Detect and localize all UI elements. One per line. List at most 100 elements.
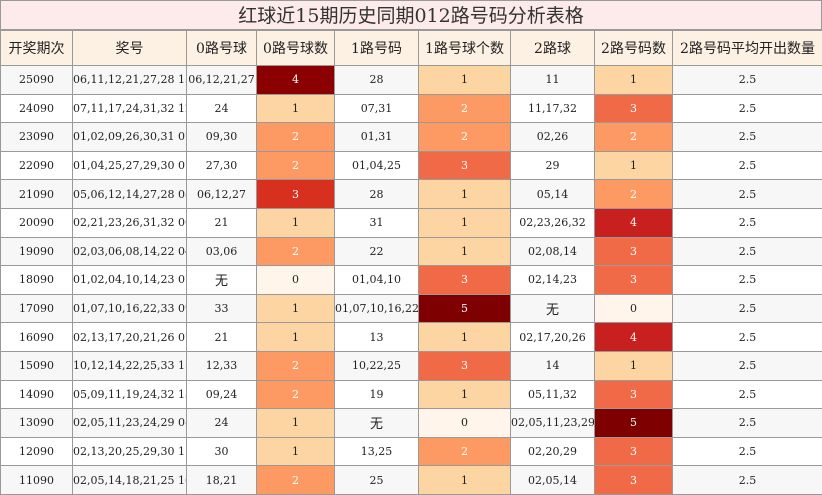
route0-balls-cell: 24 xyxy=(187,94,257,123)
route1-count-cell: 3 xyxy=(419,266,511,295)
route2-count-cell: 3 xyxy=(595,94,673,123)
route1-balls-cell: 22 xyxy=(335,237,419,266)
period-cell: 23090 xyxy=(1,123,73,152)
route0-balls-cell: 18,21 xyxy=(187,466,257,495)
route2-average-cell: 2.5 xyxy=(673,266,822,295)
route1-balls-cell: 10,22,25 xyxy=(335,351,419,380)
route1-count-cell: 1 xyxy=(419,208,511,237)
route2-average-cell: 2.5 xyxy=(673,208,822,237)
route2-average-cell: 2.5 xyxy=(673,180,822,209)
numbers-cell: 02,05,11,23,24,29 08 xyxy=(73,409,187,438)
period-cell: 16090 xyxy=(1,323,73,352)
route2-average-cell: 2.5 xyxy=(673,294,822,323)
route1-count-cell: 3 xyxy=(419,151,511,180)
route0-count-cell: 2 xyxy=(257,151,335,180)
header-route2-average: 2路号码平均开出数量 xyxy=(673,31,822,66)
period-cell: 19090 xyxy=(1,237,73,266)
route2-count-cell: 1 xyxy=(595,66,673,95)
route0-count-cell: 3 xyxy=(257,180,335,209)
route0-balls-cell: 21 xyxy=(187,323,257,352)
route0-count-cell: 1 xyxy=(257,323,335,352)
route1-count-cell: 2 xyxy=(419,94,511,123)
route0-balls-cell: 09,24 xyxy=(187,380,257,409)
route0-balls-cell: 无 xyxy=(187,266,257,295)
route0-count-cell: 1 xyxy=(257,294,335,323)
route2-count-cell: 2 xyxy=(595,180,673,209)
period-cell: 25090 xyxy=(1,66,73,95)
route0-count-cell: 2 xyxy=(257,466,335,495)
route2-balls-cell: 11 xyxy=(511,66,595,95)
route1-count-cell: 1 xyxy=(419,180,511,209)
header-row: 开奖期次 奖号 0路号球 0路号球数 1路号码 1路号球个数 2路球 2路号码数… xyxy=(1,31,822,66)
route2-average-cell: 2.5 xyxy=(673,466,822,495)
route2-average-cell: 2.5 xyxy=(673,94,822,123)
route1-balls-cell: 01,04,25 xyxy=(335,151,419,180)
route2-balls-cell: 02,23,26,32 xyxy=(511,208,595,237)
route1-balls-cell: 28 xyxy=(335,180,419,209)
route1-count-cell: 1 xyxy=(419,466,511,495)
route2-count-cell: 4 xyxy=(595,208,673,237)
numbers-cell: 10,12,14,22,25,33 15 xyxy=(73,351,187,380)
route2-balls-cell: 无 xyxy=(511,294,595,323)
period-cell: 11090 xyxy=(1,466,73,495)
numbers-cell: 05,09,11,19,24,32 13 xyxy=(73,380,187,409)
route0-balls-cell: 03,06 xyxy=(187,237,257,266)
numbers-cell: 02,05,14,18,21,25 16 xyxy=(73,466,187,495)
route0-balls-cell: 09,30 xyxy=(187,123,257,152)
route1-count-cell: 2 xyxy=(419,123,511,152)
route1-count-cell: 5 xyxy=(419,294,511,323)
header-route2-balls: 2路球 xyxy=(511,31,595,66)
route2-average-cell: 2.5 xyxy=(673,123,822,152)
period-cell: 13090 xyxy=(1,409,73,438)
header-route0-count: 0路号球数 xyxy=(257,31,335,66)
route1-balls-cell: 13 xyxy=(335,323,419,352)
numbers-cell: 01,02,09,26,30,31 07 xyxy=(73,123,187,152)
route0-balls-cell: 30 xyxy=(187,437,257,466)
numbers-cell: 02,21,23,26,31,32 06 xyxy=(73,208,187,237)
numbers-cell: 01,04,25,27,29,30 07 xyxy=(73,151,187,180)
route1-balls-cell: 28 xyxy=(335,66,419,95)
route2-count-cell: 0 xyxy=(595,294,673,323)
header-route1-count: 1路号球个数 xyxy=(419,31,511,66)
route2-average-cell: 2.5 xyxy=(673,380,822,409)
route0-balls-cell: 06,12,21,27 xyxy=(187,66,257,95)
route1-balls-cell: 07,31 xyxy=(335,94,419,123)
route2-count-cell: 1 xyxy=(595,351,673,380)
route0-count-cell: 2 xyxy=(257,123,335,152)
header-route0-balls: 0路号球 xyxy=(187,31,257,66)
route0-count-cell: 0 xyxy=(257,266,335,295)
route1-count-cell: 1 xyxy=(419,323,511,352)
route1-balls-cell: 31 xyxy=(335,208,419,237)
route2-balls-cell: 05,11,32 xyxy=(511,380,595,409)
period-cell: 18090 xyxy=(1,266,73,295)
route0-count-cell: 1 xyxy=(257,437,335,466)
route2-average-cell: 2.5 xyxy=(673,323,822,352)
route2-balls-cell: 02,17,20,26 xyxy=(511,323,595,352)
route0-balls-cell: 21 xyxy=(187,208,257,237)
header-route1-balls: 1路号码 xyxy=(335,31,419,66)
route0-count-cell: 1 xyxy=(257,94,335,123)
route1-balls-cell: 25 xyxy=(335,466,419,495)
numbers-cell: 07,11,17,24,31,32 12 xyxy=(73,94,187,123)
route2-count-cell: 5 xyxy=(595,409,673,438)
route2-average-cell: 2.5 xyxy=(673,409,822,438)
period-cell: 12090 xyxy=(1,437,73,466)
period-cell: 17090 xyxy=(1,294,73,323)
route2-balls-cell: 11,17,32 xyxy=(511,94,595,123)
route1-balls-cell: 无 xyxy=(335,409,419,438)
route0-balls-cell: 33 xyxy=(187,294,257,323)
route2-average-cell: 2.5 xyxy=(673,66,822,95)
route1-count-cell: 2 xyxy=(419,437,511,466)
header-numbers: 奖号 xyxy=(73,31,187,66)
analysis-table: 开奖期次 奖号 0路号球 0路号球数 1路号码 1路号球个数 2路球 2路号码数… xyxy=(0,30,822,495)
